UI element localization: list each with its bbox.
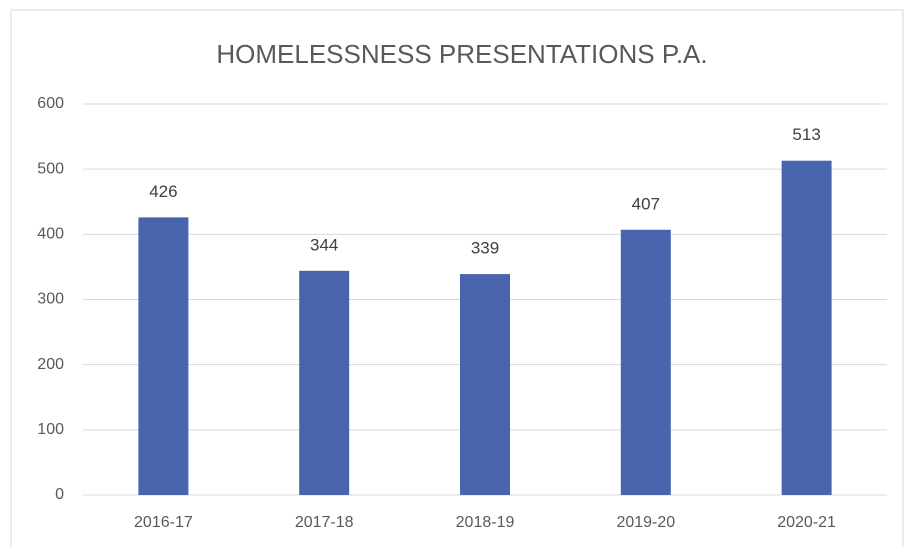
bar xyxy=(781,160,832,495)
data-label: 407 xyxy=(632,194,660,213)
x-tick-label: 2017-18 xyxy=(295,514,354,531)
y-tick-label: 500 xyxy=(37,160,64,177)
bar xyxy=(460,274,510,495)
chart-title: HOMELESSNESS PRESENTATIONS P.A. xyxy=(216,39,707,69)
bar xyxy=(299,270,350,495)
x-tick-label: 2016-17 xyxy=(134,514,193,531)
y-tick-label: 600 xyxy=(37,95,64,112)
y-tick-label: 300 xyxy=(37,291,64,308)
y-tick-label: 0 xyxy=(55,486,64,503)
data-label: 339 xyxy=(471,239,499,258)
y-tick-label: 100 xyxy=(37,421,64,438)
data-label: 513 xyxy=(792,125,820,144)
data-label: 426 xyxy=(149,182,177,201)
chart-border xyxy=(10,9,904,547)
data-label: 344 xyxy=(310,235,338,254)
x-tick-label: 2020-21 xyxy=(777,514,836,531)
y-tick-label: 200 xyxy=(37,356,64,373)
y-tick-label: 400 xyxy=(37,226,64,243)
x-tick-label: 2018-19 xyxy=(456,514,515,531)
bar xyxy=(620,229,671,495)
x-tick-label: 2019-20 xyxy=(616,514,675,531)
bar xyxy=(138,217,189,495)
